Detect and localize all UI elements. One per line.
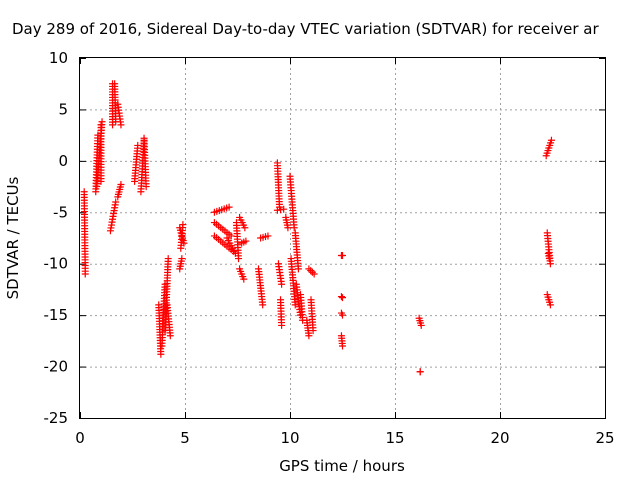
x-axis-label: GPS time / hours <box>279 457 405 475</box>
data-point <box>164 255 172 263</box>
y-tick-labels: -25 -20 -15 -10 -5 0 5 10 <box>44 49 69 427</box>
data-point <box>134 141 142 149</box>
data-point <box>178 255 186 263</box>
data-point <box>157 350 165 358</box>
y-tick-label: 0 <box>58 152 68 170</box>
data-point <box>305 265 313 273</box>
data-point <box>166 332 174 340</box>
y-tick-label: 5 <box>58 100 68 118</box>
data-point <box>545 255 553 263</box>
data-point <box>290 224 298 232</box>
x-tick-label: 5 <box>180 429 190 447</box>
y-tick-label: -5 <box>53 203 68 221</box>
data-point <box>416 368 424 376</box>
data-point <box>180 239 188 247</box>
data-point <box>81 270 89 278</box>
data-point <box>264 232 272 240</box>
axis-ticks <box>80 58 606 419</box>
data-point <box>280 205 288 213</box>
data-point <box>546 301 554 309</box>
data-point <box>227 232 235 240</box>
data-point <box>337 293 345 301</box>
data-point <box>97 121 105 129</box>
data-point <box>294 265 302 273</box>
data-point <box>339 294 346 302</box>
data-point <box>547 136 555 144</box>
y-tick-label: -15 <box>44 306 69 324</box>
data-point <box>112 198 120 206</box>
data-point <box>240 275 248 283</box>
data-point <box>284 224 292 232</box>
data-point <box>259 301 267 309</box>
x-tick-label: 0 <box>75 429 85 447</box>
chart-title: Day 289 of 2016, Sidereal Day-to-day VTE… <box>12 20 599 38</box>
data-point <box>179 221 187 229</box>
data-point <box>339 251 346 259</box>
data-point <box>417 321 425 329</box>
data-point <box>142 183 150 191</box>
data-point <box>117 121 125 129</box>
y-tick-label: 10 <box>49 49 68 67</box>
data-point <box>98 118 106 126</box>
data-point <box>278 280 286 288</box>
data-points <box>80 80 555 376</box>
data-point <box>241 224 249 232</box>
y-tick-label: -10 <box>44 255 69 273</box>
grid-lines <box>80 58 605 418</box>
data-point <box>309 327 317 335</box>
data-point <box>339 311 346 319</box>
data-point <box>291 301 299 309</box>
y-tick-label: -25 <box>44 409 69 427</box>
data-point <box>117 181 125 189</box>
data-point <box>305 332 313 340</box>
x-tick-labels: 0 5 10 15 20 25 <box>75 429 614 447</box>
plot-frame <box>79 57 606 419</box>
data-point <box>310 270 318 278</box>
y-axis-label: SDTVAR / TECUs <box>4 176 22 299</box>
data-point <box>339 342 346 350</box>
y-tick-label: -20 <box>44 358 69 376</box>
x-tick-label: 25 <box>595 429 614 447</box>
data-point <box>308 268 316 276</box>
x-tick-label: 10 <box>280 429 299 447</box>
data-point <box>546 260 554 268</box>
x-tick-label: 20 <box>490 429 509 447</box>
data-point <box>307 267 315 275</box>
data-point <box>242 237 250 245</box>
data-point <box>278 321 286 329</box>
data-point <box>225 203 233 211</box>
x-tick-label: 15 <box>385 429 404 447</box>
